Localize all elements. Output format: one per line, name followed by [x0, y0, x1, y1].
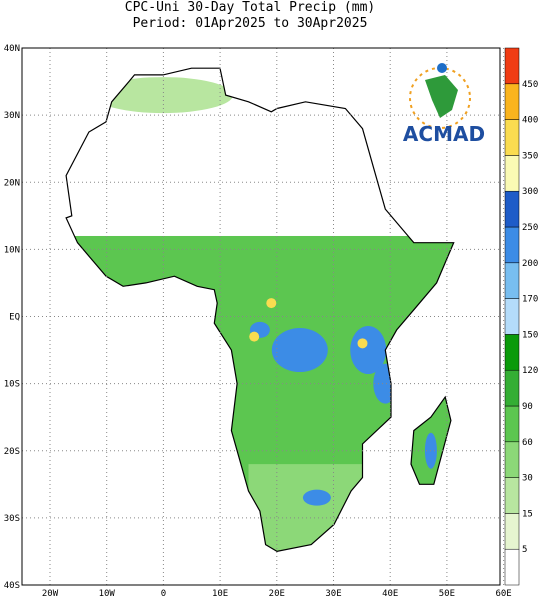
colorbar-label: 450: [522, 80, 538, 90]
lat-label: 20N: [4, 178, 20, 188]
very-wet-patch: [249, 331, 260, 342]
colorbar-label: 60: [522, 438, 533, 448]
colorbar-label: 150: [522, 330, 538, 340]
colorbar-swatch: [504, 548, 520, 586]
subtitle: Period: 01Apr2025 to 30Apr2025: [133, 16, 368, 31]
lat-label: 40N: [4, 44, 20, 54]
logo: ACMAD: [403, 63, 485, 146]
lon-label: 40E: [382, 589, 398, 599]
lon-label: 60E: [495, 589, 511, 599]
north-green: [93, 77, 233, 114]
colorbar-swatch: [504, 334, 520, 371]
grid: 40N 30N 20N 10N EQ 10S 20S 30S 40S 20W 10W 0 10E 20E 3…: [4, 44, 512, 599]
lat-label: 10N: [4, 245, 20, 255]
lon-label: 30E: [325, 589, 341, 599]
very-wet-patch: [266, 298, 277, 309]
wet-patch: [373, 363, 398, 404]
lon-label: 0: [161, 589, 166, 599]
lat-label: 30N: [4, 111, 20, 121]
colorbar-swatch: [504, 369, 520, 407]
colorbar-swatch: [504, 513, 520, 550]
logo-text: ACMAD: [403, 122, 485, 146]
colorbar-label: 5: [522, 545, 527, 555]
lon-label: 20E: [269, 589, 285, 599]
title: CPC-Uni 30-Day Total Precip (mm): [125, 0, 375, 15]
south-area: [248, 464, 399, 552]
colorbar-swatch: [504, 298, 520, 335]
lat-label: EQ: [9, 313, 20, 323]
colorbar-label: 30: [522, 474, 533, 484]
lon-label: 10E: [212, 589, 228, 599]
lon-label: 50E: [439, 589, 455, 599]
colorbar-label: 170: [522, 295, 538, 305]
colorbar-swatch: [504, 441, 520, 478]
wet-patch: [350, 326, 387, 375]
colorbar-label: 400: [522, 116, 538, 126]
colorbar-label: 15: [522, 509, 533, 519]
colorbar-swatch: [504, 262, 520, 299]
lat-label: 40S: [4, 581, 20, 591]
colorbar-label: 300: [522, 187, 538, 197]
map-frame: [21, 47, 501, 586]
colorbar-label: 250: [522, 223, 538, 233]
colorbar-swatch: [504, 47, 520, 85]
wet-patch: [302, 489, 331, 506]
wet-area: [66, 235, 454, 552]
colorbar-swatch: [504, 119, 520, 156]
colorbar-label: 120: [522, 366, 538, 376]
lat-label: 30S: [4, 514, 20, 524]
lon-label: 20W: [42, 589, 59, 599]
colorbar-label: 90: [522, 402, 533, 412]
colorbar-swatch: [504, 226, 520, 264]
wet-patch: [271, 328, 328, 373]
colorbar-label: 350: [522, 151, 538, 161]
colorbar-label: 200: [522, 259, 538, 269]
lat-label: 20S: [4, 447, 20, 457]
colorbar-swatch: [504, 405, 520, 443]
colorbar-swatch: [504, 477, 520, 514]
very-wet-patch: [357, 338, 368, 349]
lon-label: 10W: [99, 589, 116, 599]
colorbar: 5 15 30 60 90 120 150 170 200 250 300 350 400 450: [504, 47, 538, 586]
colorbar-swatch: [504, 83, 520, 120]
colorbar-swatch: [504, 190, 520, 228]
coastline: [65, 67, 455, 553]
lat-label: 10S: [4, 380, 20, 390]
colorbar-swatch: [504, 155, 520, 192]
